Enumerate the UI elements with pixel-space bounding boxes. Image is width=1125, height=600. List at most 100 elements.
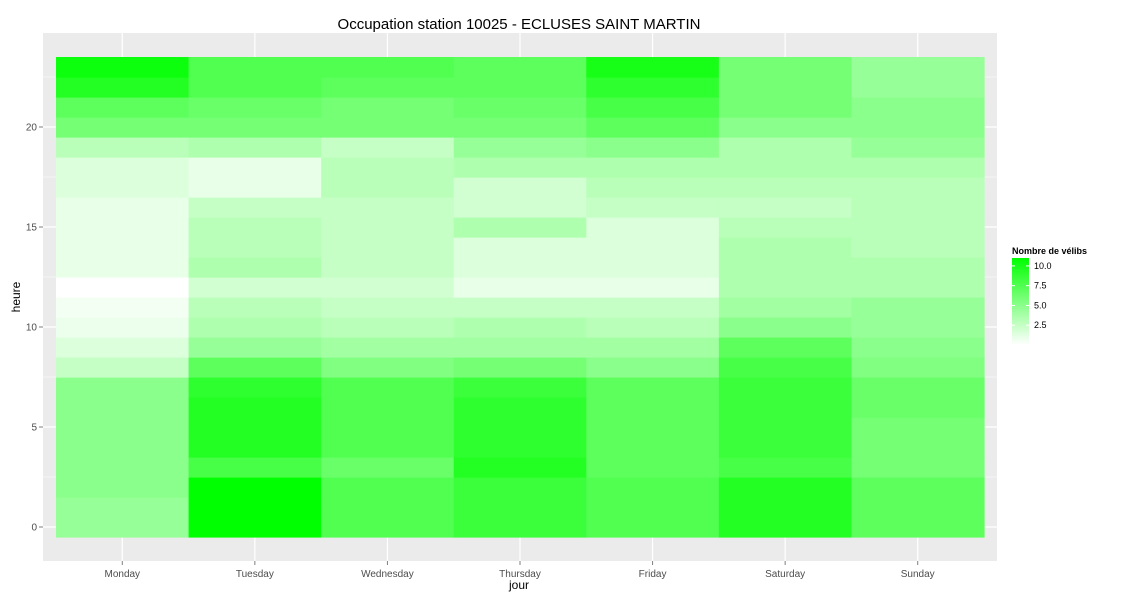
heatmap-cell xyxy=(718,217,853,238)
heatmap-cell xyxy=(188,177,322,198)
heatmap-cell xyxy=(56,477,190,498)
legend-title: Nombre de vélibs xyxy=(1012,246,1087,256)
heatmap-cell xyxy=(56,57,190,78)
heatmap-cell xyxy=(321,477,455,498)
heatmap-cell xyxy=(586,277,720,298)
heatmap-cell xyxy=(453,477,587,498)
heatmap-cell xyxy=(321,457,455,478)
heatmap-cell xyxy=(453,197,587,218)
heatmap-cell xyxy=(586,117,720,138)
heatmap-cell xyxy=(851,297,985,318)
heatmap-cell xyxy=(718,497,853,518)
heatmap-cell xyxy=(586,517,720,538)
heatmap-cell xyxy=(321,217,455,238)
heatmap-cell xyxy=(851,437,985,458)
heatmap-cell xyxy=(321,437,455,458)
heatmap-cell xyxy=(718,57,853,78)
heatmap-cell xyxy=(586,197,720,218)
heatmap-cell xyxy=(586,457,720,478)
heatmap-cell xyxy=(453,137,587,158)
heatmap-cell xyxy=(321,337,455,358)
heatmap-cell xyxy=(851,397,985,418)
heatmap-cell xyxy=(851,137,985,158)
heatmap-cell xyxy=(188,297,322,318)
heatmap-cell xyxy=(453,337,587,358)
x-tick-label: Thursday xyxy=(499,569,541,580)
heatmap-cell xyxy=(586,57,720,78)
heatmap-cell xyxy=(56,497,190,518)
x-tick-label: Wednesday xyxy=(361,569,414,580)
heatmap-cell xyxy=(453,357,587,378)
heatmap-cell xyxy=(321,117,455,138)
heatmap-cell xyxy=(851,277,985,298)
heatmap-cell xyxy=(56,217,190,238)
heatmap-cell xyxy=(453,237,587,258)
y-axis-title: heure xyxy=(9,281,23,312)
heatmap-cell xyxy=(188,337,322,358)
heatmap-cell xyxy=(188,77,322,98)
heatmap-cell xyxy=(453,97,587,118)
heatmap-cell xyxy=(453,157,587,178)
heatmap-cell xyxy=(188,397,322,418)
heatmap-cell xyxy=(56,317,190,338)
heatmap-cell xyxy=(453,377,587,398)
heatmap-cell xyxy=(851,157,985,178)
heatmap-cell xyxy=(56,437,190,458)
y-tick-label: 20 xyxy=(26,123,38,134)
heatmap-cell xyxy=(188,457,322,478)
heatmap-cell xyxy=(453,177,587,198)
heatmap-cell xyxy=(188,317,322,338)
heatmap-cell xyxy=(453,397,587,418)
heatmap-cell xyxy=(586,377,720,398)
heatmap-cell xyxy=(188,157,322,178)
heatmap-cell xyxy=(453,257,587,278)
heatmap-cell xyxy=(56,357,190,378)
heatmap-cell xyxy=(188,117,322,138)
legend-color-bar xyxy=(1012,258,1029,345)
heatmap-cell xyxy=(453,277,587,298)
heatmap-cell xyxy=(718,157,853,178)
heatmap-cell xyxy=(851,117,985,138)
heatmap-cell xyxy=(586,337,720,358)
heatmap-cell xyxy=(188,237,322,258)
heatmap-cell xyxy=(321,237,455,258)
heatmap-cell xyxy=(188,57,322,78)
heatmap-cell xyxy=(56,457,190,478)
heatmap-cell xyxy=(718,117,853,138)
heatmap-cell xyxy=(188,357,322,378)
y-axis: 0 5 10 15 20 xyxy=(26,123,43,534)
heatmap-cell xyxy=(586,97,720,118)
heatmap-cell xyxy=(718,317,853,338)
heatmap-cell xyxy=(321,177,455,198)
heatmap-cell xyxy=(586,417,720,438)
heatmap-cell xyxy=(718,77,853,98)
heatmap-cell xyxy=(453,297,587,318)
heatmap-cell xyxy=(56,337,190,358)
heatmap-cell xyxy=(56,297,190,318)
legend-tick-label: 10.0 xyxy=(1034,261,1052,271)
heatmap-cell xyxy=(718,197,853,218)
heatmap-cell xyxy=(851,417,985,438)
heatmap-cell xyxy=(188,97,322,118)
heatmap-cell xyxy=(851,377,985,398)
heatmap-cell xyxy=(321,57,455,78)
heatmap-cell xyxy=(718,417,853,438)
heatmap-cell xyxy=(718,337,853,358)
x-tick-label: Monday xyxy=(104,569,140,580)
heatmap-cell xyxy=(586,137,720,158)
heatmap-cell xyxy=(586,257,720,278)
x-tick-label: Friday xyxy=(639,569,667,580)
heatmap-cell xyxy=(586,237,720,258)
heatmap-cell xyxy=(321,497,455,518)
heatmap-cell xyxy=(56,157,190,178)
heatmap-cell xyxy=(321,297,455,318)
heatmap-cell xyxy=(56,277,190,298)
heatmap-cell xyxy=(453,217,587,238)
heatmap-cell xyxy=(188,217,322,238)
heatmap-cell xyxy=(718,517,853,538)
heatmap-cell xyxy=(321,277,455,298)
legend-tick-label: 5.0 xyxy=(1034,300,1047,310)
x-tick-label: Tuesday xyxy=(236,569,274,580)
color-legend: Nombre de vélibs 2.5 5.0 7.5 10.0 xyxy=(1012,246,1087,345)
